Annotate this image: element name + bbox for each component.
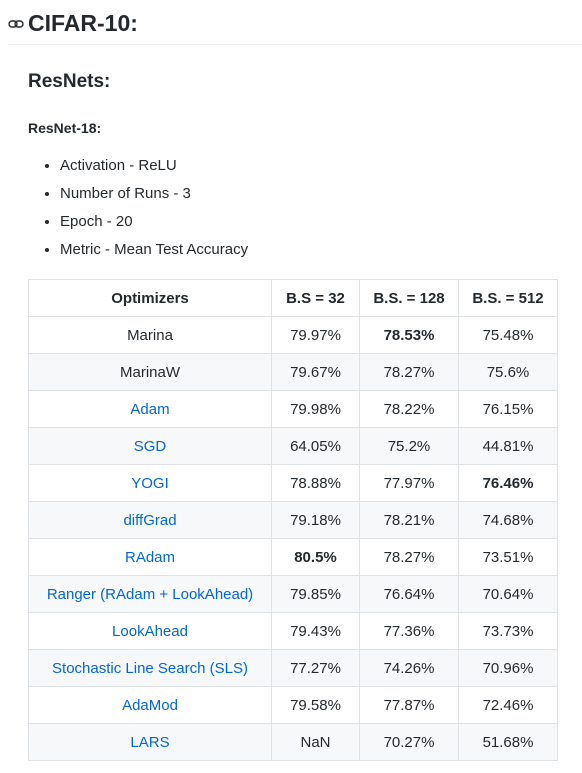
model-heading: ResNet-18:: [28, 120, 102, 136]
table-cell: 77.97%: [359, 464, 459, 502]
table-cell: 77.87%: [359, 686, 459, 724]
table-cell: LookAhead: [28, 612, 272, 650]
list-item: Activation - ReLU: [60, 154, 248, 182]
table-cell: YOGI: [28, 464, 272, 502]
settings-list: Activation - ReLUNumber of Runs - 3Epoch…: [28, 154, 248, 266]
optimizer-link[interactable]: Ranger (RAdam + LookAhead): [46, 585, 254, 603]
table-cell: 78.88%: [271, 464, 360, 502]
table-cell: AdaMod: [28, 686, 272, 724]
optimizer-link[interactable]: SGD: [133, 437, 167, 455]
best-value: 80.5%: [294, 548, 337, 566]
table-cell: 79.85%: [271, 575, 360, 613]
optimizer-link[interactable]: diffGrad: [123, 511, 177, 529]
table-row: LookAhead 79.43% 77.36% 73.73%: [28, 612, 558, 650]
table-row: diffGrad 79.18% 78.21% 74.68%: [28, 501, 558, 539]
table-cell: 70.27%: [359, 723, 459, 761]
heading: CIFAR-10:: [8, 8, 582, 45]
table-cell: 74.26%: [359, 649, 459, 687]
table-cell: 78.21%: [359, 501, 459, 539]
table-cell: 79.67%: [271, 353, 360, 391]
table-cell: RAdam: [28, 538, 272, 576]
table-cell: 51.68%: [458, 723, 558, 761]
table-cell: 78.27%: [359, 353, 459, 391]
table-cell: 79.58%: [271, 686, 360, 724]
table-cell: 75.2%: [359, 427, 459, 465]
table-cell: LARS: [28, 723, 272, 761]
optimizer-link[interactable]: AdaMod: [122, 696, 178, 714]
table-cell: Stochastic Line Search (SLS): [28, 649, 272, 687]
table-cell: 75.48%: [458, 316, 558, 354]
table-cell: 64.05%: [271, 427, 360, 465]
optimizer-link[interactable]: Adam: [130, 400, 170, 418]
subheading: ResNets:: [28, 71, 111, 92]
table-cell: 77.27%: [271, 649, 360, 687]
list-item: Metric - Mean Test Accuracy: [60, 238, 248, 266]
table-cell: 73.73%: [458, 612, 558, 650]
table-row: SGD 64.05% 75.2% 44.81%: [28, 427, 558, 465]
table-cell: 80.5%: [271, 538, 360, 576]
table-cell: 78.22%: [359, 390, 459, 428]
table-cell: diffGrad: [28, 501, 272, 539]
table-row: MarinaW 79.67% 78.27% 75.6%: [28, 353, 558, 391]
table-cell: 44.81%: [458, 427, 558, 465]
table-row: RAdam 80.5% 78.27% 73.51%: [28, 538, 558, 576]
table-cell: 79.43%: [271, 612, 360, 650]
header-row: Optimizers B.S = 32 B.S. = 128 B.S. = 512: [28, 279, 558, 317]
header-cell: B.S = 32: [271, 279, 360, 317]
table-row: Ranger (RAdam + LookAhead) 79.85% 76.64% 70…: [28, 575, 558, 613]
list-item: Number of Runs - 3: [60, 182, 248, 210]
table-cell: NaN: [271, 723, 360, 761]
table-cell: Marina: [28, 316, 272, 354]
table-cell: SGD: [28, 427, 272, 465]
table-cell: 77.36%: [359, 612, 459, 650]
header-cell: B.S. = 128: [359, 279, 459, 317]
table-cell: 74.68%: [458, 501, 558, 539]
table-cell: 78.53%: [359, 316, 459, 354]
optimizer-link[interactable]: Stochastic Line Search (SLS): [52, 659, 248, 677]
table-cell: 79.18%: [271, 501, 360, 539]
table-cell: 76.64%: [359, 575, 459, 613]
table-cell: 76.46%: [458, 464, 558, 502]
table-cell: 76.15%: [458, 390, 558, 428]
heading-text: CIFAR-10:: [28, 10, 138, 36]
table-cell: 70.96%: [458, 649, 558, 687]
header-cell: B.S. = 512: [458, 279, 558, 317]
results-table: Optimizers B.S = 32 B.S. = 128 B.S. = 512 Ma…: [28, 279, 558, 761]
optimizer-link[interactable]: LookAhead: [112, 622, 188, 640]
optimizer-link[interactable]: RAdam: [124, 548, 176, 566]
table-row: LARS NaN 70.27% 51.68%: [28, 723, 558, 761]
table-cell: Adam: [28, 390, 272, 428]
header-cell: Optimizers: [28, 279, 272, 317]
optimizer-link[interactable]: YOGI: [131, 474, 169, 492]
table-cell: 79.98%: [271, 390, 360, 428]
table-row: Adam 79.98% 78.22% 76.15%: [28, 390, 558, 428]
table-cell: 72.46%: [458, 686, 558, 724]
table-row: AdaMod 79.58% 77.87% 72.46%: [28, 686, 558, 724]
table-cell: 78.27%: [359, 538, 459, 576]
table-cell: 70.64%: [458, 575, 558, 613]
best-value: 78.53%: [383, 326, 435, 344]
anchor-link-icon[interactable]: [8, 18, 24, 30]
table-cell: 75.6%: [458, 353, 558, 391]
table-row: YOGI 78.88% 77.97% 76.46%: [28, 464, 558, 502]
optimizer-link[interactable]: LARS: [130, 733, 170, 751]
table-cell: 73.51%: [458, 538, 558, 576]
list-item: Epoch - 20: [60, 210, 248, 238]
table-cell: MarinaW: [28, 353, 272, 391]
table-row: Stochastic Line Search (SLS) 77.27% 74.26%…: [28, 649, 558, 687]
best-value: 76.46%: [482, 474, 534, 492]
table-row: Marina 79.97% 78.53% 75.48%: [28, 316, 558, 354]
table-cell: Ranger (RAdam + LookAhead): [28, 575, 272, 613]
table-cell: 79.97%: [271, 316, 360, 354]
